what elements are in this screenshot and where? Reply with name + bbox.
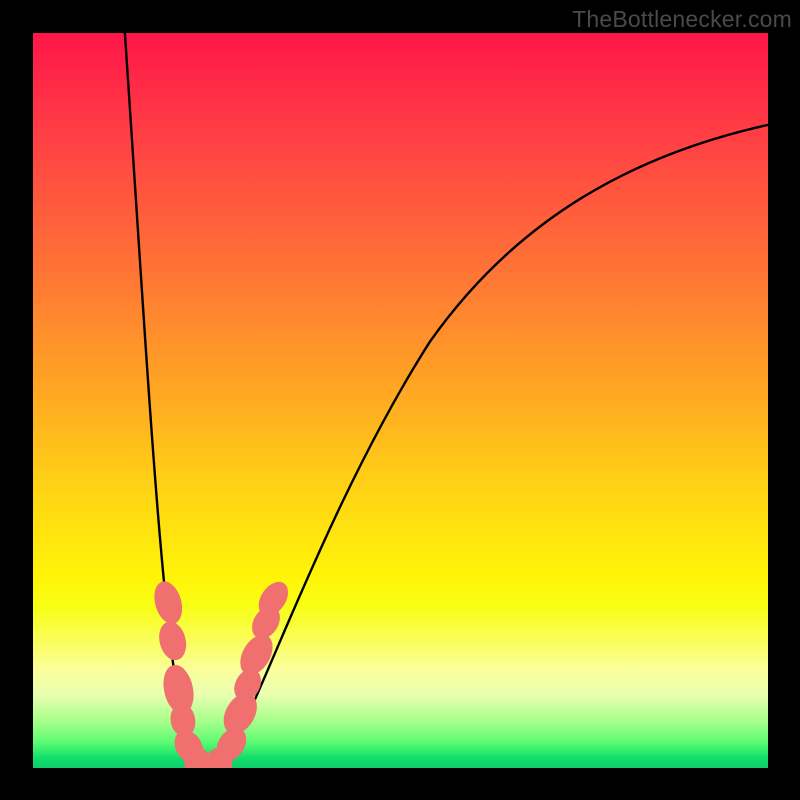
figure-root: TheBottlenecker.com (0, 0, 800, 800)
gradient-background (33, 33, 768, 768)
plot-area (33, 33, 768, 768)
watermark-text: TheBottlenecker.com (572, 6, 792, 33)
chart-svg (33, 33, 768, 768)
